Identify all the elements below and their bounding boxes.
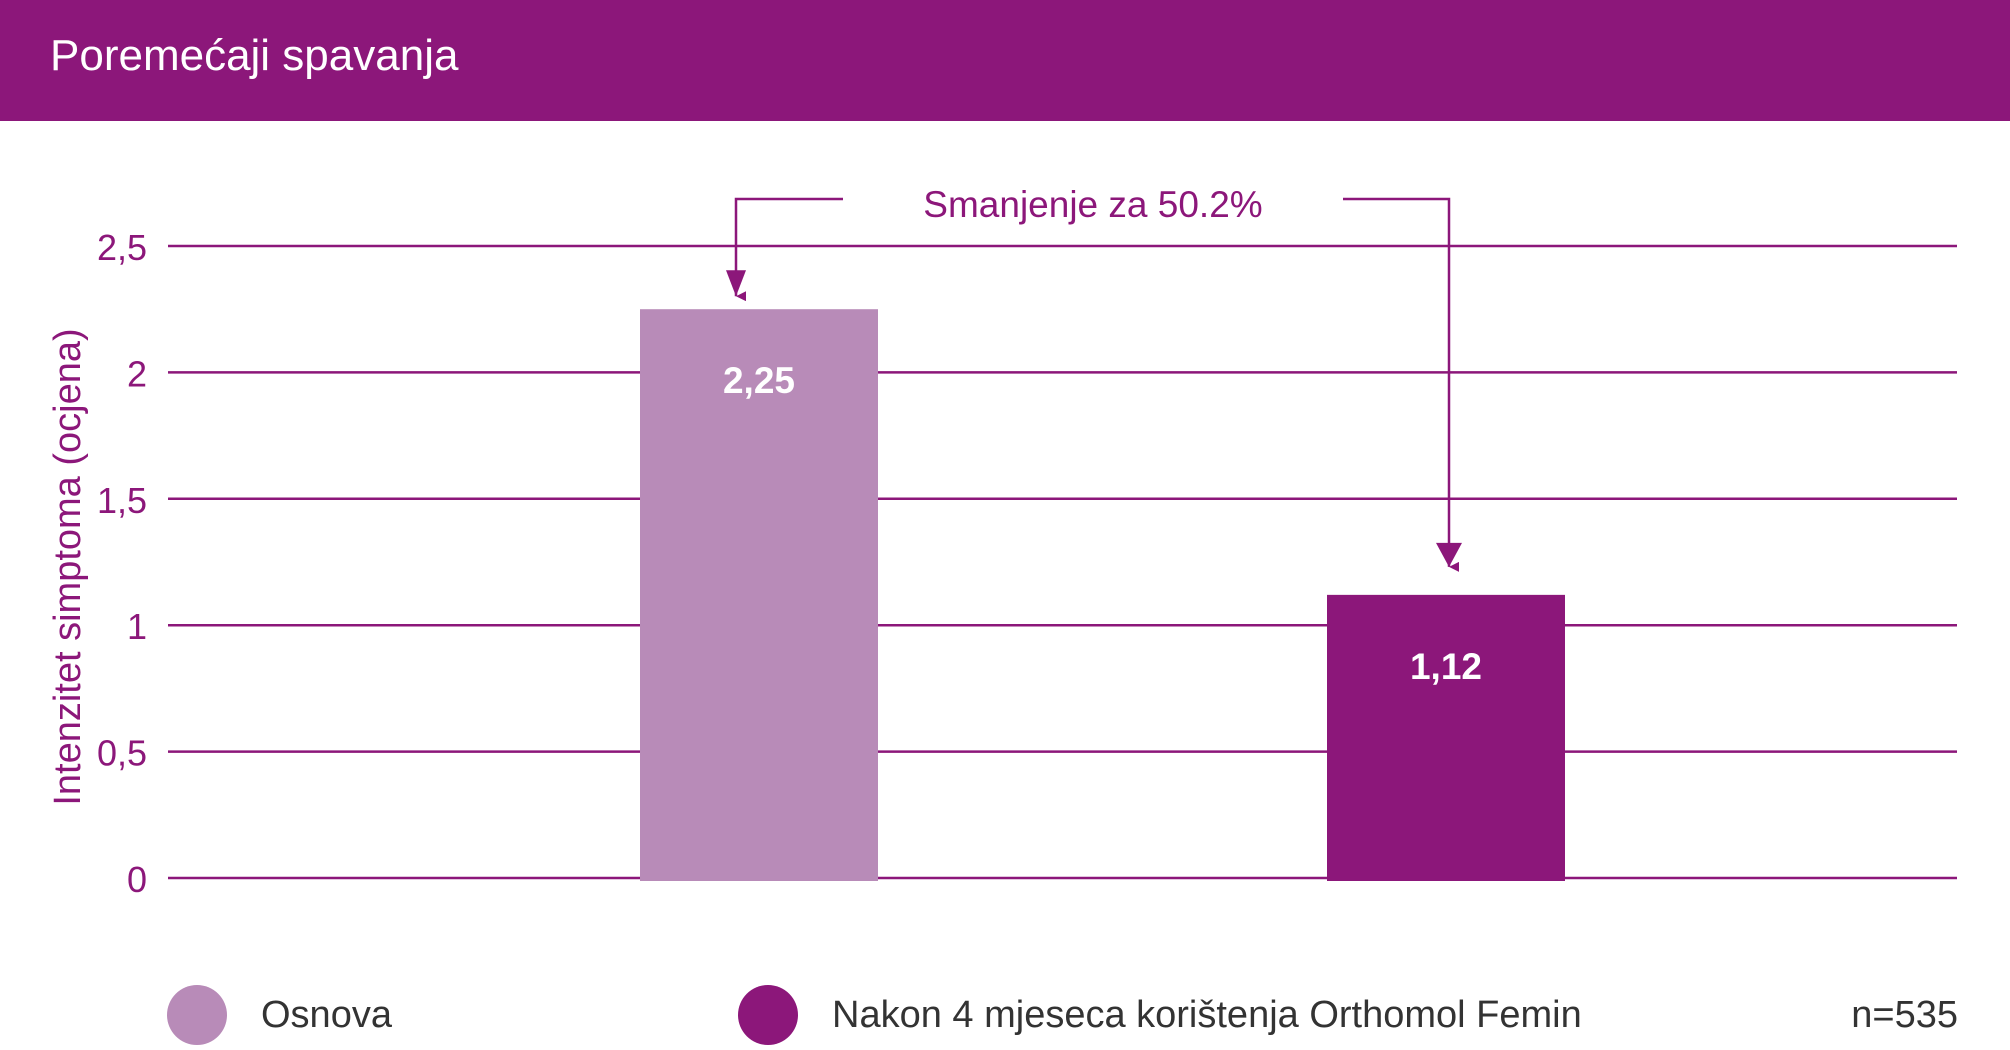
legend-item-after: Nakon 4 mjeseca korištenja Orthomol Femi… <box>738 985 1582 1045</box>
legend-swatch-osnova <box>167 985 227 1045</box>
legend-swatch-after <box>738 985 798 1045</box>
y-axis-label: Intenzitet simptoma (ocjena) <box>47 328 89 805</box>
y-tick-label: 2 <box>127 353 147 394</box>
bar-value-label: 1,12 <box>1410 646 1482 687</box>
bar-chart: 2,25 1,12 0 0,5 1 1,5 2 2,5 Smanjenje za 50.2%… <box>47 184 1957 900</box>
y-axis-ticks: 0 0,5 1 1,5 2 2,5 <box>97 227 147 900</box>
y-tick-label: 1 <box>127 606 147 647</box>
bar-osnova <box>640 309 878 881</box>
sample-size: n=535 <box>1851 994 1958 1036</box>
legend-label-osnova: Osnova <box>261 993 392 1036</box>
arrowhead-right <box>1436 542 1462 567</box>
legend-label-after: Nakon 4 mjeseca korištenja Orthomol Femi… <box>832 993 1582 1036</box>
annotation-text: Smanjenje za 50.2% <box>923 184 1262 225</box>
y-tick-label: 2,5 <box>97 227 147 268</box>
legend-item-osnova: Osnova <box>167 985 392 1045</box>
reduction-annotation: Smanjenje za 50.2% <box>726 184 1462 572</box>
bar-value-label: 2,25 <box>723 360 795 401</box>
chart-header: Poremećaji spavanja <box>0 0 2010 121</box>
bar-after <box>1327 594 1565 881</box>
y-tick-label: 1,5 <box>97 480 147 521</box>
y-tick-label: 0 <box>127 859 147 900</box>
gridlines <box>168 244 1957 880</box>
bars: 2,25 1,12 <box>640 309 1565 881</box>
chart-title: Poremećaji spavanja <box>50 31 459 80</box>
y-tick-label: 0,5 <box>97 733 147 774</box>
legend: Osnova Nakon 4 mjeseca korištenja Orthom… <box>0 985 2010 1045</box>
arrowhead-left <box>726 270 746 297</box>
annotation-arrow-right <box>1343 197 1459 572</box>
annotation-arrow-left <box>734 197 843 302</box>
